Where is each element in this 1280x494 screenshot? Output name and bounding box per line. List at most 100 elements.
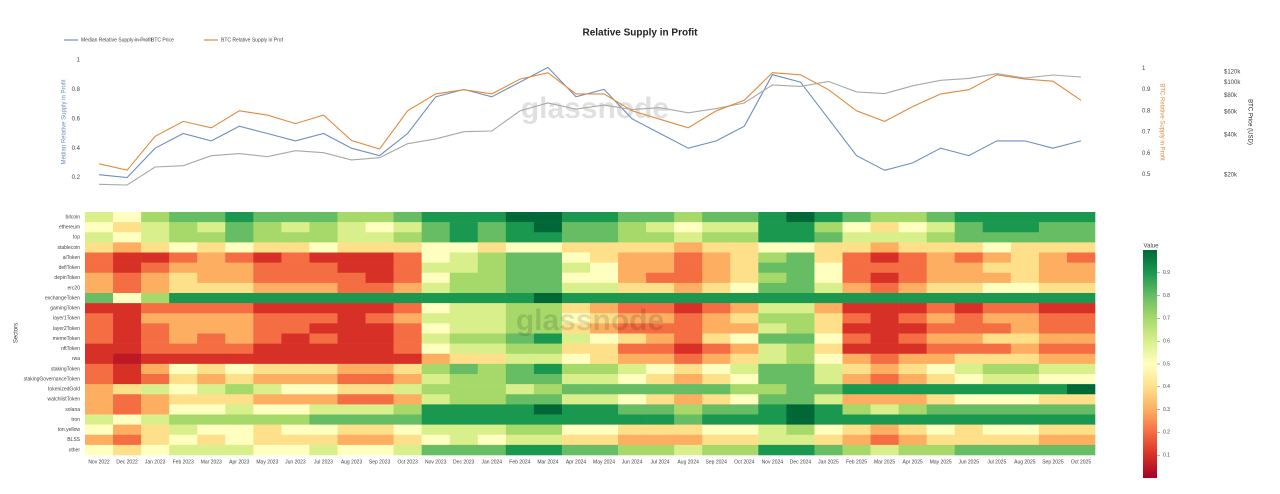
heat-cell bbox=[281, 424, 310, 436]
heat-cell bbox=[141, 363, 170, 375]
heat-cell bbox=[674, 374, 703, 385]
heat-cell bbox=[365, 363, 394, 375]
heat-cell bbox=[281, 353, 310, 365]
heat-cell bbox=[1066, 444, 1096, 456]
heat-cell bbox=[393, 262, 422, 274]
heat-cell bbox=[982, 363, 1012, 375]
heat-cell bbox=[646, 434, 675, 446]
heat-cell bbox=[758, 303, 787, 314]
heat-cell bbox=[1038, 424, 1068, 436]
heat-cell bbox=[758, 293, 787, 304]
heat-cell bbox=[1066, 303, 1096, 314]
heat-cell bbox=[225, 374, 254, 385]
heat-cell bbox=[1038, 414, 1068, 425]
heat-cell bbox=[337, 374, 366, 385]
heat-cell bbox=[505, 424, 535, 436]
heat-cell bbox=[421, 424, 451, 436]
heat-cell bbox=[926, 394, 956, 405]
heat-cell bbox=[449, 394, 479, 405]
heat-cell bbox=[758, 414, 787, 425]
heat-cell bbox=[197, 374, 226, 385]
heat-cell bbox=[898, 434, 927, 446]
x-tick-label: Jul 2025 bbox=[987, 459, 1006, 465]
heat-cell bbox=[365, 252, 394, 263]
heat-cell bbox=[702, 343, 731, 355]
colorbar bbox=[1143, 250, 1157, 478]
heat-cell bbox=[421, 252, 451, 263]
heat-cell bbox=[561, 384, 591, 395]
heat-cell bbox=[337, 353, 366, 365]
heat-cell bbox=[730, 394, 759, 405]
heat-cell bbox=[225, 363, 254, 375]
heat-cell bbox=[842, 323, 871, 334]
heat-cell bbox=[85, 384, 114, 395]
heat-cell bbox=[982, 333, 1012, 344]
heat-cell bbox=[281, 293, 310, 304]
heat-cell bbox=[702, 212, 731, 223]
heat-cell bbox=[113, 394, 142, 405]
heat-cell bbox=[169, 353, 198, 365]
heat-cell bbox=[365, 242, 394, 253]
heat-cell bbox=[253, 444, 282, 456]
y-tick-label: 0.8 bbox=[72, 87, 81, 93]
heat-cell bbox=[393, 232, 422, 243]
heat-cell bbox=[618, 424, 647, 436]
heat-cell bbox=[982, 323, 1012, 334]
heat-cell bbox=[1066, 414, 1096, 425]
heat-cell bbox=[505, 343, 535, 355]
heat-cell bbox=[421, 293, 451, 304]
heat-cell bbox=[365, 414, 394, 425]
heat-cell bbox=[169, 434, 198, 446]
heat-cell bbox=[926, 303, 956, 314]
heat-cell bbox=[365, 424, 394, 436]
heat-cell bbox=[786, 414, 815, 425]
heat-cell bbox=[590, 343, 619, 355]
heat-cell bbox=[281, 232, 310, 243]
heat-cell bbox=[702, 293, 731, 304]
heat-cell bbox=[1010, 252, 1040, 263]
heat-cell bbox=[870, 313, 899, 324]
heat-cell bbox=[421, 414, 451, 425]
heat-cell bbox=[702, 282, 731, 294]
heat-cell bbox=[477, 424, 507, 436]
heat-cell bbox=[674, 232, 703, 243]
x-tick-label: Dec 2024 bbox=[790, 459, 812, 465]
heat-cell bbox=[870, 353, 899, 365]
series-line bbox=[98, 73, 1082, 186]
heat-cell bbox=[533, 212, 563, 223]
heat-cell bbox=[870, 323, 899, 334]
heat-cell bbox=[674, 293, 703, 304]
heat-cell bbox=[561, 424, 591, 436]
heat-cell bbox=[141, 313, 170, 324]
heat-cell bbox=[1010, 333, 1040, 344]
x-tick-label: May 2024 bbox=[593, 459, 615, 465]
heat-cell bbox=[646, 313, 675, 324]
heat-cell bbox=[113, 384, 142, 395]
heat-cell bbox=[1038, 262, 1068, 274]
heat-cell bbox=[505, 313, 535, 324]
heat-cell bbox=[926, 242, 956, 253]
heat-cell bbox=[365, 434, 394, 446]
heat-cell bbox=[674, 444, 703, 456]
heat-cell bbox=[169, 313, 198, 324]
heat-cell bbox=[561, 434, 591, 446]
heat-cell bbox=[814, 434, 843, 446]
heat-cell bbox=[1010, 272, 1040, 284]
heat-cell bbox=[982, 293, 1012, 304]
heat-cell bbox=[169, 333, 198, 344]
heat-cell bbox=[85, 414, 114, 425]
heat-cell bbox=[926, 293, 956, 304]
heat-cell bbox=[505, 353, 535, 365]
heat-cell bbox=[85, 303, 114, 314]
heat-cell bbox=[533, 404, 563, 415]
heat-cell bbox=[1038, 272, 1068, 284]
heat-cell bbox=[814, 374, 843, 385]
heat-cell bbox=[926, 282, 956, 294]
heat-cell bbox=[141, 353, 170, 365]
heat-cell bbox=[590, 414, 619, 425]
heat-cell bbox=[561, 404, 591, 415]
heat-cell bbox=[197, 444, 226, 456]
heat-cell bbox=[477, 222, 507, 233]
heat-cell bbox=[786, 384, 815, 395]
heat-cell bbox=[646, 252, 675, 263]
